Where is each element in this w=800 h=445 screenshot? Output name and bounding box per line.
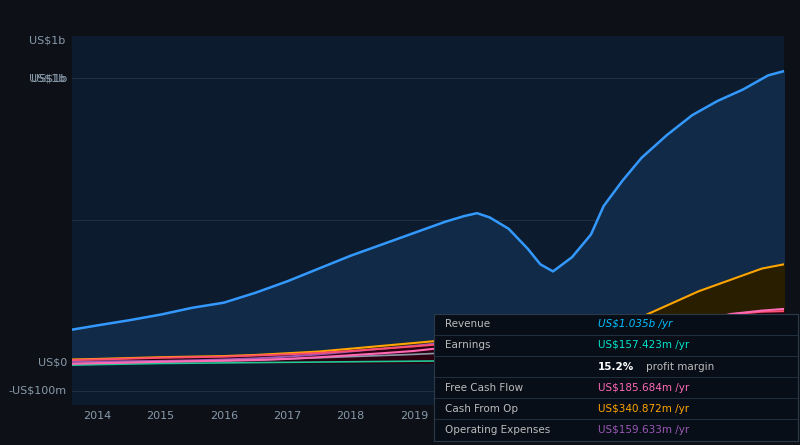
- Text: -US$100m: -US$100m: [9, 386, 67, 396]
- Text: Earnings: Earnings: [446, 340, 491, 350]
- Text: 15.2%: 15.2%: [598, 362, 634, 372]
- Text: Cash From Op: Cash From Op: [446, 404, 518, 414]
- Text: Operating Expenses: Operating Expenses: [446, 425, 550, 435]
- Text: US$1b: US$1b: [30, 73, 67, 83]
- Text: Free Cash Flow: Free Cash Flow: [446, 383, 523, 392]
- Text: profit margin: profit margin: [646, 362, 714, 372]
- Text: US$159.633m /yr: US$159.633m /yr: [598, 425, 690, 435]
- Text: US$157.423m /yr: US$157.423m /yr: [598, 340, 690, 350]
- Text: Revenue: Revenue: [446, 320, 490, 329]
- Text: US$1.035b /yr: US$1.035b /yr: [598, 320, 673, 329]
- Text: US$1b: US$1b: [29, 73, 65, 83]
- Text: US$1b: US$1b: [29, 36, 65, 45]
- Text: US$185.684m /yr: US$185.684m /yr: [598, 383, 690, 392]
- Text: US$340.872m /yr: US$340.872m /yr: [598, 404, 690, 414]
- Text: US$0: US$0: [38, 357, 67, 367]
